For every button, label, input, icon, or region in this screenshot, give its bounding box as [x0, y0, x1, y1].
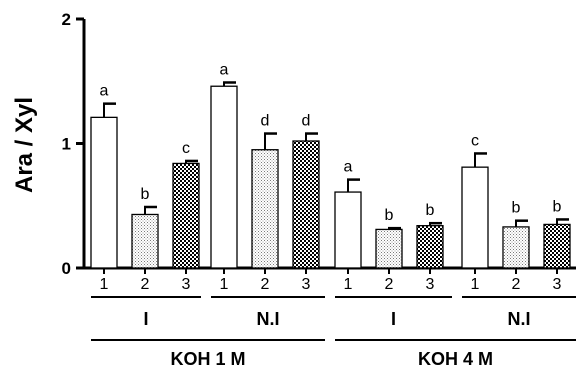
x-tick-label: 2 [385, 276, 394, 293]
significance-letter: a [220, 61, 229, 78]
extraction-label: KOH 1 M [170, 349, 245, 369]
bar [461, 166, 489, 269]
extraction-label: KOH 4 M [418, 349, 493, 369]
significance-letter: b [512, 200, 521, 217]
x-tick-label: 2 [261, 276, 270, 293]
y-axis-label: Ara / Xyl [11, 97, 38, 193]
significance-letter: b [141, 186, 150, 203]
condition-label: N.I [507, 309, 530, 329]
significance-letter: d [261, 113, 270, 130]
bar [502, 226, 530, 269]
condition-label: N.I [256, 309, 279, 329]
bar [210, 85, 238, 269]
x-tick-label: 1 [100, 276, 109, 293]
significance-letter: b [426, 202, 435, 219]
significance-letter: a [344, 159, 353, 176]
x-tick-label: 1 [471, 276, 480, 293]
significance-letter: b [385, 207, 394, 224]
x-tick-label: 3 [553, 276, 562, 293]
significance-letter: a [100, 83, 109, 100]
plot-area: 0 1 2 a 1 b 2 c 3 a 1 d 2 d 3 a 1 b 2 b 3 c 1 b 2 b 3 I N.I I N.I KOH 1… [62, 10, 576, 369]
condition-label: I [391, 309, 396, 329]
y-tick-label: 2 [62, 10, 71, 29]
y-tick-label: 0 [62, 259, 71, 278]
bar [543, 223, 571, 269]
x-tick-label: 2 [512, 276, 521, 293]
significance-letter: c [182, 140, 190, 157]
y-tick-label: 1 [62, 135, 71, 154]
significance-letter: c [471, 132, 479, 149]
bar [375, 228, 403, 269]
x-tick-label: 3 [182, 276, 191, 293]
bar [131, 213, 159, 269]
condition-label: I [143, 309, 148, 329]
x-tick-label: 3 [302, 276, 311, 293]
x-tick-label: 1 [220, 276, 229, 293]
significance-letter: d [302, 113, 311, 130]
bar [334, 191, 362, 269]
x-tick-label: 3 [426, 276, 435, 293]
bar [416, 225, 444, 269]
bar [90, 116, 118, 269]
x-tick-label: 1 [344, 276, 353, 293]
significance-letter: b [553, 198, 562, 215]
bar [251, 149, 279, 269]
x-tick-label: 2 [141, 276, 150, 293]
bar [292, 140, 320, 269]
bar [172, 162, 200, 269]
